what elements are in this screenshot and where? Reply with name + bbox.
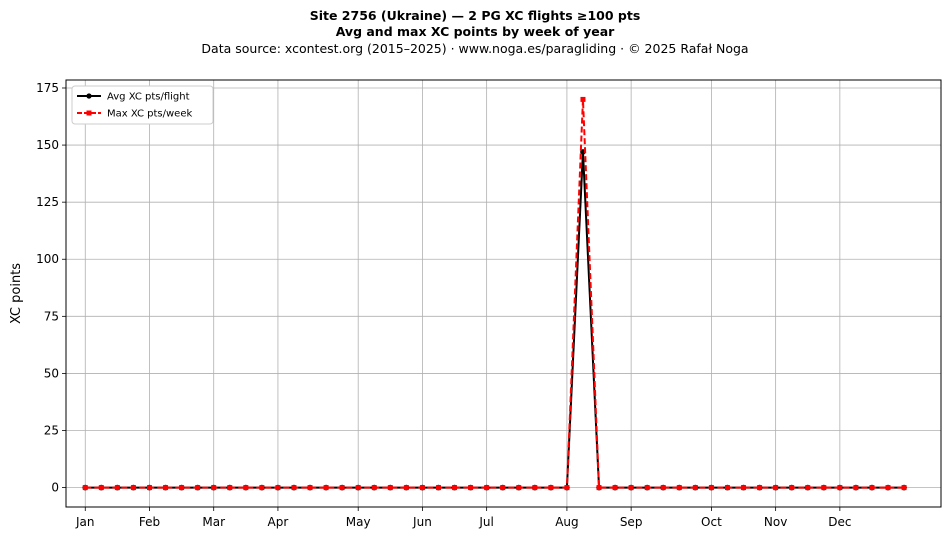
data-point (724, 485, 730, 491)
x-tick-label: Jan (75, 515, 95, 529)
legend: Avg XC pts/flight Max XC pts/week (71, 85, 214, 125)
x-tick-label: Jun (412, 515, 432, 529)
x-tick-label: May (346, 515, 371, 529)
data-point (676, 485, 682, 491)
data-point (885, 485, 891, 491)
data-point (468, 485, 474, 491)
data-point (853, 485, 859, 491)
data-point (901, 485, 907, 491)
data-point (692, 485, 698, 491)
data-point (259, 485, 265, 491)
data-point (307, 485, 313, 491)
legend-item: Max XC pts/week (77, 109, 192, 120)
y-tick-label: 175 (36, 81, 59, 95)
data-point (355, 485, 361, 491)
y-tick-label: 125 (36, 195, 59, 209)
x-tick-label: Nov (764, 515, 787, 529)
data-point (291, 485, 297, 491)
chart-title: Site 2756 (Ukraine) — 2 PG XC flights ≥1… (309, 8, 641, 23)
data-point (741, 485, 747, 491)
data-point (516, 485, 522, 491)
data-point (612, 485, 618, 491)
data-point (500, 485, 506, 491)
axis-ticks: 0 25 50 75 100 125 150 175 Jan Feb Mar Apr May Jun Jul… (36, 81, 851, 529)
x-tick-label: Dec (828, 515, 851, 529)
data-point (660, 485, 666, 491)
data-point (805, 485, 811, 491)
series-2 (82, 96, 907, 491)
data-point (371, 485, 377, 491)
data-point (532, 485, 538, 491)
data-point (114, 485, 120, 491)
data-point (339, 485, 345, 491)
series-line (85, 98, 905, 489)
data-point (243, 485, 249, 491)
y-tick-label: 50 (44, 366, 59, 380)
data-point (757, 485, 763, 491)
legend-swatch-marker (86, 110, 92, 116)
data-point (227, 485, 233, 491)
chart-source-note: Data source: xcontest.org (2015–2025) · … (201, 41, 749, 56)
x-tick-label: Sep (620, 515, 643, 529)
data-point (98, 485, 104, 491)
y-axis-label: XC points (9, 263, 24, 324)
x-tick-label: Jul (478, 515, 493, 529)
data-point (837, 485, 843, 491)
data-point (419, 485, 425, 491)
data-point (179, 485, 185, 491)
data-point (195, 485, 201, 491)
x-tick-label: Apr (268, 515, 289, 529)
legend-label: Avg XC pts/flight (107, 92, 190, 103)
y-tick-label: 25 (44, 424, 59, 438)
chart-title-block: Site 2756 (Ukraine) — 2 PG XC flights ≥1… (0, 8, 950, 57)
legend-label: Max XC pts/week (107, 109, 192, 120)
data-point (821, 485, 827, 491)
x-tick-label: Mar (202, 515, 225, 529)
data-point (211, 485, 217, 491)
data-point (130, 485, 136, 491)
data-point (580, 96, 586, 102)
series-layer (82, 96, 907, 491)
data-point (644, 485, 650, 491)
y-tick-label: 75 (44, 309, 59, 323)
grid-lines (66, 80, 941, 507)
plot-frame (65, 79, 942, 508)
data-point (548, 485, 554, 491)
y-tick-label: 0 (51, 481, 59, 495)
data-point (869, 485, 875, 491)
data-point (403, 485, 409, 491)
data-point (708, 485, 714, 491)
data-point (275, 485, 281, 491)
x-tick-label: Oct (701, 515, 722, 529)
y-tick-label: 100 (36, 252, 59, 266)
data-point (435, 485, 441, 491)
data-point (323, 485, 329, 491)
legend-item: Avg XC pts/flight (77, 92, 190, 103)
data-point (82, 485, 88, 491)
x-tick-label: Feb (139, 515, 160, 529)
series-1 (82, 149, 907, 491)
data-point (789, 485, 795, 491)
data-point (773, 485, 779, 491)
data-point (596, 485, 602, 491)
data-point (387, 485, 393, 491)
data-point (564, 485, 570, 491)
data-point (628, 485, 634, 491)
data-point (484, 485, 490, 491)
data-point (146, 485, 152, 491)
chart-subtitle: Avg and max XC points by week of year (335, 24, 615, 39)
legend-swatch-marker (86, 93, 92, 99)
data-point (163, 485, 169, 491)
data-point (452, 485, 458, 491)
y-tick-label: 150 (36, 138, 59, 152)
legend-box (71, 85, 214, 125)
x-tick-label: Aug (555, 515, 578, 529)
